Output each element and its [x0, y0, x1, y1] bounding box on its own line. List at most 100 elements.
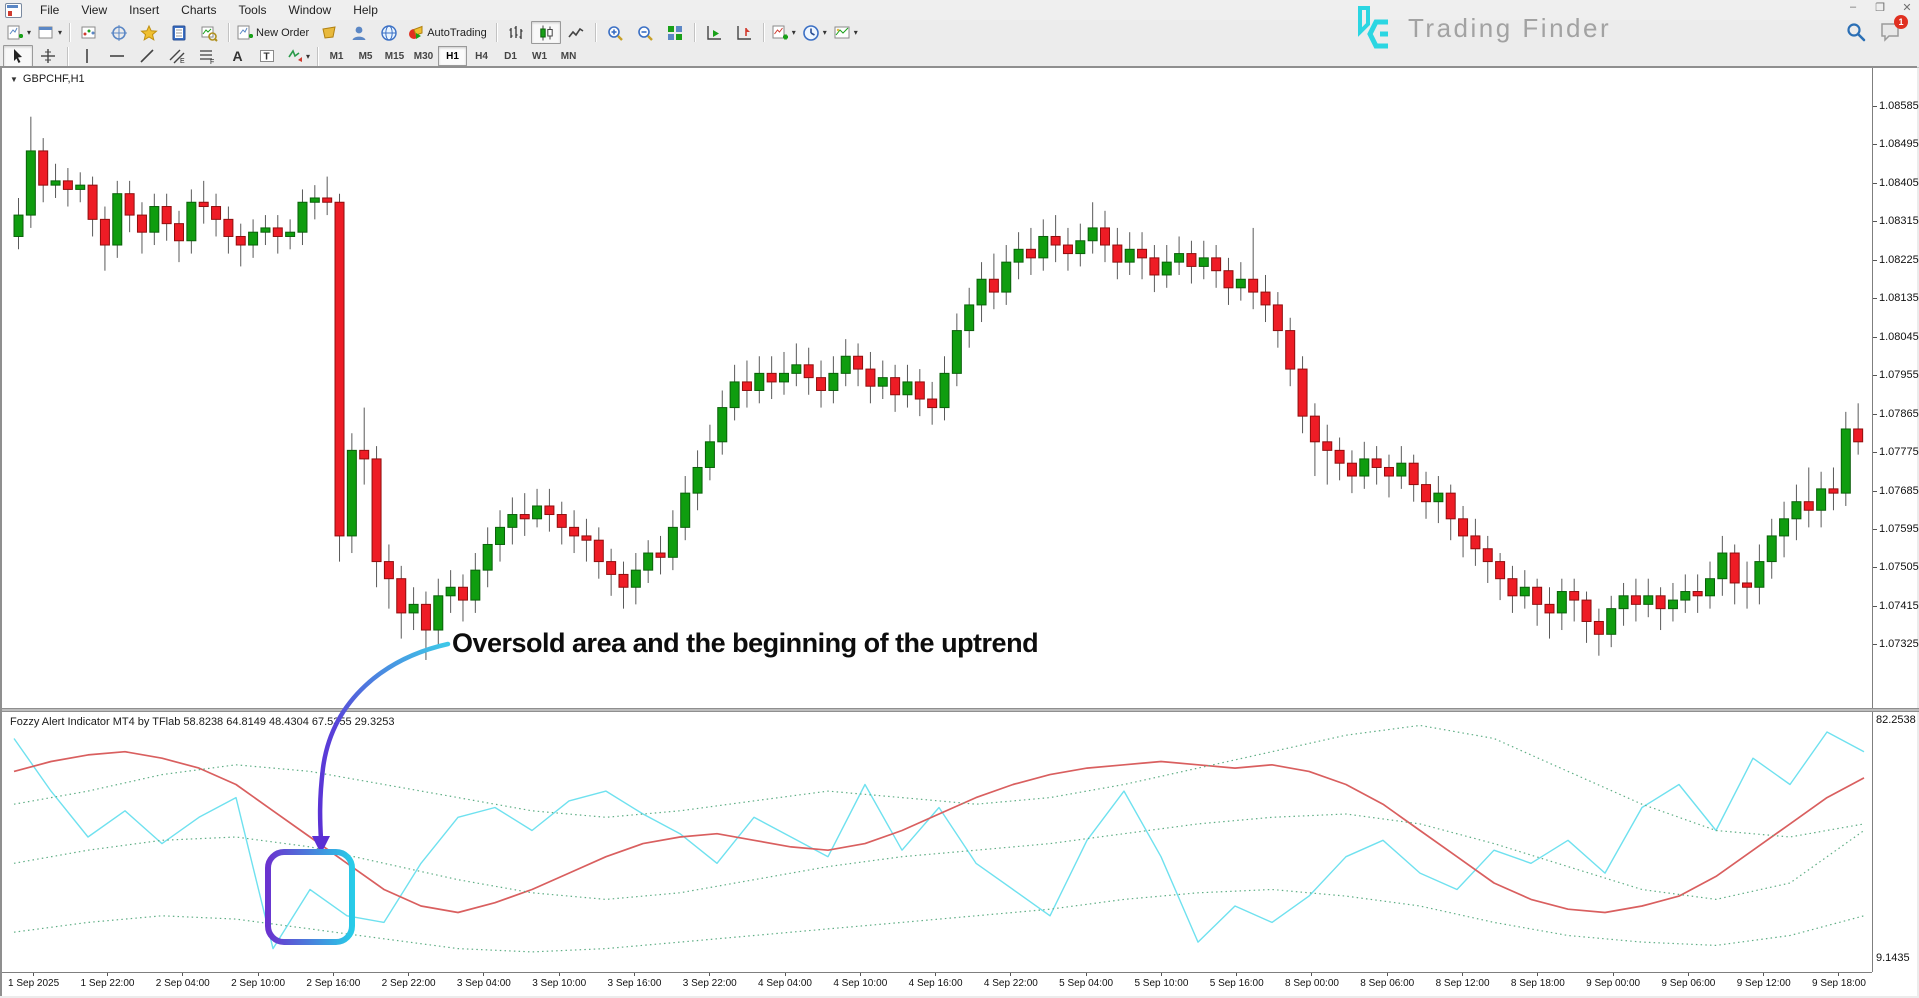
strategy-tester-button[interactable] — [194, 21, 224, 44]
tile-windows-button[interactable] — [660, 21, 690, 44]
market-watch-button[interactable] — [74, 21, 104, 44]
candle — [1704, 578, 1715, 597]
arrows-icon — [285, 47, 303, 65]
chart-bars-button[interactable] — [501, 21, 531, 44]
candle — [803, 364, 814, 379]
price-label: 1.08405 — [1879, 176, 1919, 189]
menu-charts[interactable]: Charts — [181, 3, 217, 17]
chart-shift-button[interactable] — [729, 21, 759, 44]
new-order-button-label: New Order — [256, 26, 310, 39]
candle — [643, 552, 654, 571]
rsi_signal-line — [13, 750, 1865, 914]
auto-scroll-button[interactable] — [699, 21, 729, 44]
candle — [1470, 535, 1481, 550]
navigator-button[interactable] — [134, 21, 164, 44]
arrows-button[interactable]: ▾ — [282, 45, 313, 68]
timeframe-m5[interactable]: M5 — [358, 50, 373, 62]
candle — [865, 368, 876, 387]
indicators-button[interactable]: ▾ — [768, 21, 799, 44]
data-window-button[interactable] — [104, 21, 134, 44]
candles-icon — [537, 24, 555, 42]
indicator-chart[interactable] — [10, 714, 1870, 968]
menu-window[interactable]: Window — [288, 3, 332, 17]
top-right-icons: 1 — [1846, 15, 1908, 42]
market-button[interactable] — [374, 21, 404, 44]
band_lower-line — [13, 888, 1865, 953]
panel-splitter[interactable] — [2, 708, 1919, 712]
candle — [1803, 501, 1814, 511]
price-label: 1.07325 — [1879, 638, 1919, 651]
candle — [964, 304, 975, 332]
crosshair-tool-button[interactable] — [33, 45, 63, 68]
menu-view[interactable]: View — [81, 3, 108, 17]
candle — [816, 377, 827, 391]
symbol-label[interactable]: ▼ GBPCHF,H1 — [10, 73, 85, 85]
text-label-button[interactable]: T — [252, 45, 282, 68]
minimize-button[interactable]: – — [1849, 1, 1857, 13]
notification-icon[interactable]: 1 — [1880, 15, 1908, 42]
timeframe-w1[interactable]: W1 — [532, 50, 548, 62]
timeframe-mn[interactable]: MN — [560, 50, 577, 62]
maximize-button[interactable]: ❐ — [1875, 2, 1885, 14]
candle — [62, 180, 73, 190]
trendline-button[interactable] — [132, 45, 162, 68]
zoom-in-button[interactable] — [600, 21, 630, 44]
candle — [124, 193, 135, 216]
time-label: 5 Sep 04:00 — [1059, 973, 1113, 998]
price-tick — [1873, 644, 1877, 646]
menu-insert[interactable]: Insert — [129, 3, 160, 17]
timeframe-m30[interactable]: M30 — [413, 50, 434, 62]
experts-button[interactable] — [344, 21, 374, 44]
chart-candles-button[interactable] — [530, 21, 561, 44]
equidistant-channel-button[interactable]: E — [162, 45, 192, 68]
timeframe-m15[interactable]: M15 — [384, 50, 405, 62]
indicator-scale-max: 82.2538 — [1876, 714, 1916, 726]
menu-file[interactable]: File — [40, 3, 60, 17]
candle — [544, 505, 555, 516]
close-button[interactable]: ✕ — [1902, 2, 1912, 14]
candle — [1742, 582, 1753, 588]
timeframe-h1[interactable]: H1 — [438, 46, 468, 66]
horizontal-line-button[interactable] — [102, 45, 132, 68]
candlestick-chart[interactable] — [10, 72, 1870, 708]
price-axis[interactable]: 1.08585 1.08495 1.08405 1.08315 1.08225 1.081… — [1872, 68, 1919, 972]
time-label: 8 Sep 18:00 — [1511, 973, 1565, 998]
timeframe-m1[interactable]: M1 — [329, 50, 344, 62]
metaeditor-button[interactable] — [314, 21, 344, 44]
periods-button[interactable]: ▾ — [799, 21, 830, 44]
candle — [50, 180, 61, 186]
time-label: 5 Sep 16:00 — [1210, 973, 1264, 998]
candle — [38, 150, 49, 186]
profiles-button[interactable]: ▾ — [34, 21, 65, 44]
terminal-button[interactable] — [164, 21, 194, 44]
indicator-scale-min: 9.1435 — [1876, 952, 1910, 964]
price-label: 1.08585 — [1879, 100, 1919, 112]
candle — [174, 223, 185, 242]
timeframe-h4[interactable]: H4 — [475, 50, 488, 62]
vertical-line-button[interactable] — [72, 45, 102, 68]
svg-text:A: A — [233, 48, 243, 64]
candle — [1235, 278, 1246, 289]
candle — [1519, 586, 1530, 597]
candle — [1223, 270, 1234, 289]
candle — [667, 526, 678, 558]
candle — [1211, 257, 1222, 272]
menu-help[interactable]: Help — [353, 3, 378, 17]
trendline-icon — [138, 47, 156, 65]
price-label: 1.07415 — [1879, 599, 1919, 612]
cursor-tool-button[interactable] — [3, 44, 33, 68]
templates-button[interactable]: ▾ — [830, 21, 861, 44]
fibonacci-button[interactable]: F — [192, 45, 222, 68]
new-chart-button[interactable]: ▾ — [3, 21, 34, 44]
autotrading-button[interactable]: AutoTrading — [404, 21, 492, 44]
text-button[interactable]: A — [222, 45, 252, 68]
chart-line-button[interactable] — [561, 21, 591, 44]
candle — [1507, 578, 1518, 597]
zoom-out-button[interactable] — [630, 21, 660, 44]
new-order-button[interactable]: New Order — [233, 21, 314, 44]
time-axis[interactable]: 1 Sep 2025 1 Sep 22:00 2 Sep 04:00 2 Sep 10… — [2, 972, 1872, 998]
menu-tools[interactable]: Tools — [238, 3, 267, 17]
search-icon[interactable] — [1846, 22, 1866, 42]
timeframe-d1[interactable]: D1 — [504, 50, 517, 62]
price-tick — [1873, 106, 1877, 107]
